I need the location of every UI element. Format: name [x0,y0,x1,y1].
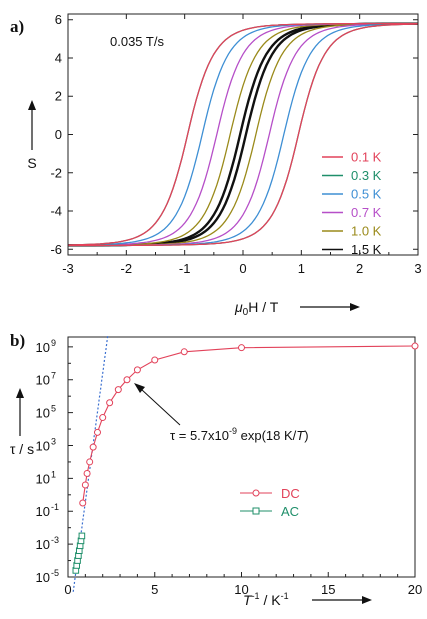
point-DC [81,481,89,489]
curve-down-0-1-K [67,22,418,246]
x-tick-label-a: -1 [179,261,191,276]
point-DC [79,499,87,507]
point-DC [180,348,188,356]
legend-b: DC AC [240,486,300,519]
point-DC [89,443,97,451]
legend-label-a: 0.3 K [351,168,382,183]
point-DC [151,356,159,364]
y-tick-label-b: 10 [36,504,50,519]
point-DC [123,376,131,384]
y-tick-label-b-exp: -1 [51,502,59,512]
y-tick-label-a: 0 [55,127,62,142]
y-tick-label-b: 10 [36,340,50,355]
annot-close: ) [304,428,308,443]
y-tick-label-b: 10 [36,570,50,585]
y-tick-label-a: 4 [55,50,62,65]
y-tick-label-a: -2 [50,165,62,180]
y-tick-label-b: 10 [36,373,50,388]
ticks-a: -3 -2 -1 0 1 2 3 -6 -4 -2 0 2 4 6 [50,12,421,276]
x-tick-label-a: 1 [298,261,305,276]
y-tick-label-b-exp: 3 [51,436,56,446]
panel-b-label: b) [10,331,25,350]
sweep-rate-annotation: 0.035 T/s [110,34,164,49]
y-tick-label-b: 10 [36,471,50,486]
x-axis-title-a: μ0H / T [234,299,279,318]
legend-marker-b [252,489,260,497]
x-title-b-exp2: -1 [281,591,289,601]
x-axis-title-b: T-1 / K-1 [243,591,289,608]
y-tick-label-b: 10 [36,537,50,552]
series-line-DC [82,345,416,504]
relaxation-data [72,334,419,592]
y-axis-arrow-a [28,100,36,150]
annotation-arrow [134,383,181,426]
y-tick-label-b-exp: 9 [51,338,56,348]
curve-up-0-1-K [68,23,419,247]
y-tick-label-b-exp: 7 [51,371,56,381]
y-tick-label-a: -4 [50,204,62,219]
x-title-a-mu: μ [234,299,243,315]
legend-label-a: 0.7 K [351,205,382,220]
plot-frame-b [67,336,416,578]
point-DC [83,469,91,477]
y-tick-label-b-exp: -5 [51,568,59,578]
x-axis-arrow-a [300,303,360,311]
y-axis-arrow-b [16,388,24,436]
x-title-b-exp1: -1 [252,591,260,601]
legend-label-a: 0.1 K [351,150,382,165]
annot-part-1: τ = 5.7x10 [170,428,229,443]
x-tick-label-b: 10 [234,582,248,597]
legend-a: 0.1 K 0.3 K 0.5 K 0.7 K 1.0 K 1.5 K [322,150,382,257]
point-DC [99,414,107,422]
x-tick-label-a: 2 [356,261,363,276]
point-DC [114,386,122,394]
point-DC [93,428,101,436]
point-DC [411,342,419,350]
panel-a-label: a) [10,17,24,36]
point-DC [238,344,245,352]
point-DC [106,399,114,407]
y-axis-title-a: S [27,155,36,171]
legend-label-a: 1.5 K [351,242,382,257]
y-tick-label-a: -6 [50,242,62,257]
legend-label-a: 0.5 K [351,187,382,202]
annot-part-2: exp(18 K/ [237,428,297,443]
y-tick-label-a: 2 [55,89,62,104]
x-tick-label-b: 20 [408,582,422,597]
x-tick-label-a: 3 [414,261,421,276]
y-tick-label-b: 10 [36,438,50,453]
y-tick-label-b-exp: 1 [51,469,56,479]
x-title-a-sub: 0 [243,307,249,318]
x-title-b-unit: / K [260,592,282,608]
arrhenius-annotation: τ = 5.7x10-9 exp(18 K/T) [170,426,309,443]
legend-label-b: DC [281,486,300,501]
point-AC [78,532,86,540]
x-title-b-T: T [243,592,253,608]
y-tick-label-b-exp: -3 [51,535,59,545]
y-tick-label-b: 10 [36,406,50,421]
legend-label-b: AC [281,504,299,519]
y-tick-label-b-exp: 5 [51,404,56,414]
legend-marker-b [252,507,260,515]
x-tick-label-b: 15 [321,582,335,597]
annot-exp: -9 [229,426,237,436]
hysteresis-curves [67,22,419,247]
point-DC [86,458,94,466]
x-tick-label-a: -3 [62,261,74,276]
annot-italic-T: T [296,428,305,443]
x-axis-arrow-b [312,596,372,604]
y-tick-label-a: 6 [55,12,62,27]
point-DC [133,366,141,374]
y-axis-title-b: τ / s [10,441,34,457]
legend-label-a: 1.0 K [351,224,382,239]
x-title-a-rest: H / T [248,299,279,315]
x-tick-label-a: -2 [121,261,133,276]
x-tick-label-b: 0 [64,582,71,597]
x-tick-label-b: 5 [151,582,158,597]
x-tick-label-a: 0 [239,261,246,276]
